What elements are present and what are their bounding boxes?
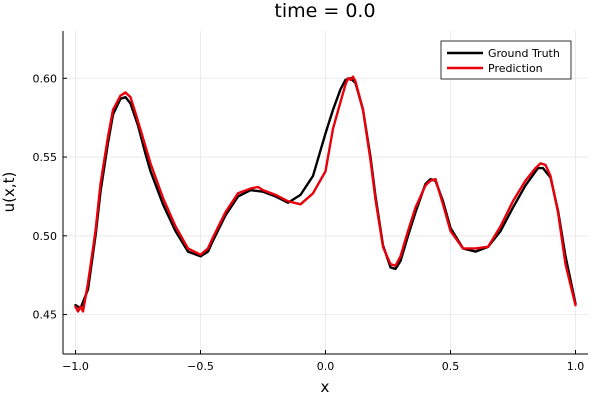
series-lines <box>74 75 577 313</box>
y-axis-label: u(x,t) <box>0 172 18 213</box>
grid <box>63 31 588 354</box>
series-line-ground-truth <box>74 77 577 310</box>
legend: Ground Truth Prediction <box>440 40 572 80</box>
x-tick-label: 0.0 <box>317 360 335 373</box>
legend-box <box>440 40 572 80</box>
legend-label-prediction: Prediction <box>488 62 543 75</box>
x-axis-label: x <box>321 378 330 396</box>
x-tick-label: 1.0 <box>567 360 585 373</box>
x-tick-label: 0.5 <box>442 360 460 373</box>
tick-labels: −1.0 −0.5 0.0 0.5 1.0 0.45 0.50 0.55 0.60 <box>33 72 585 373</box>
y-tick-label: 0.55 <box>33 151 58 164</box>
axes <box>62 31 588 355</box>
y-tick-label: 0.60 <box>33 72 58 85</box>
y-tick-label: 0.50 <box>33 230 58 243</box>
y-tick-label: 0.45 <box>33 309 58 322</box>
series-line-prediction <box>74 75 577 313</box>
x-tick-label: −0.5 <box>187 360 214 373</box>
legend-label-ground-truth: Ground Truth <box>488 47 560 60</box>
chart-title: time = 0.0 <box>274 0 375 22</box>
x-tick-label: −1.0 <box>62 360 89 373</box>
